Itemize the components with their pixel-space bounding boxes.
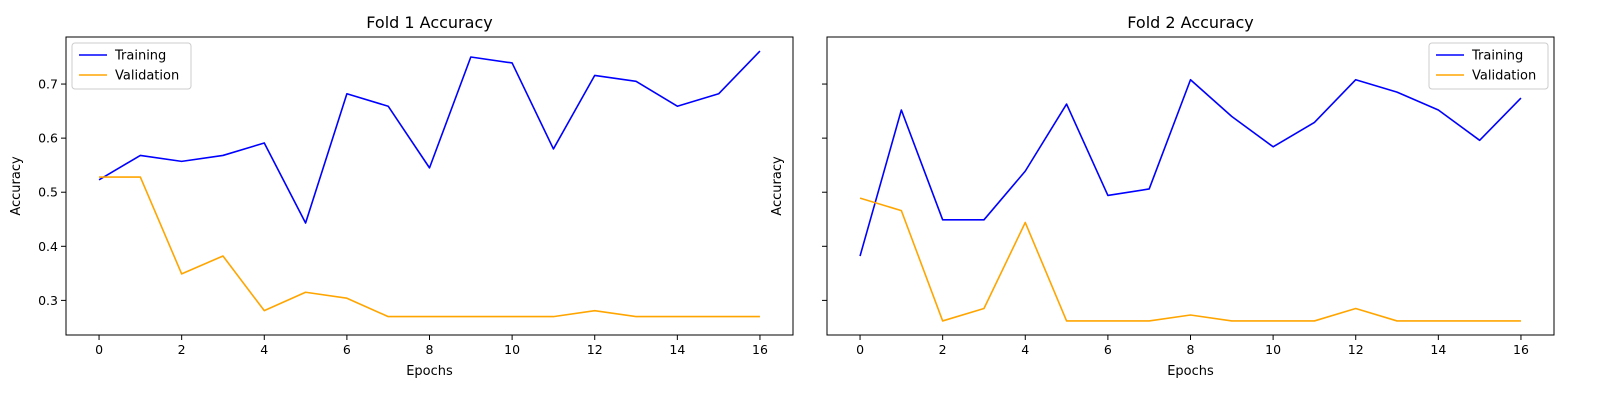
legend: Training Validation: [1428, 42, 1549, 90]
y-axis-label: Accuracy: [770, 156, 785, 216]
y-tick-label: 0.3: [38, 293, 58, 308]
y-tick-label: 0.7: [38, 77, 58, 92]
x-tick-label: 2: [939, 342, 947, 357]
x-tick-label: 2: [178, 342, 186, 357]
chart-title: Fold 1 Accuracy: [366, 13, 492, 32]
x-tick-label: 12: [587, 342, 603, 357]
x-tick-label: 14: [669, 342, 685, 357]
y-tick-label: 0.4: [38, 239, 58, 254]
x-tick-label: 16: [1513, 342, 1529, 357]
y-tick-label: 0.6: [38, 131, 58, 146]
x-tick-label: 10: [504, 342, 520, 357]
x-tick-label: 6: [1104, 342, 1112, 357]
x-tick-label: 14: [1430, 342, 1446, 357]
legend-label: Validation: [115, 69, 179, 84]
legend-label: Training: [1471, 49, 1523, 64]
x-tick-label: 10: [1265, 342, 1281, 357]
x-tick-label: 6: [343, 342, 351, 357]
x-axis-label: Epochs: [1167, 364, 1214, 379]
legend: Training Validation: [71, 42, 192, 90]
x-tick-label: 0: [95, 342, 103, 357]
series-line-validation: [859, 197, 1521, 322]
legend-label: Validation: [1472, 69, 1536, 84]
subplot-fold-1: Fold 1 Accuracy Epochs Accuracy 0 2 4 6 8 10 1…: [9, 13, 794, 379]
series-line-training: [98, 50, 761, 224]
x-tick-label: 4: [260, 342, 268, 357]
axes-frame: [65, 36, 794, 336]
x-tick-label: 8: [426, 342, 434, 357]
y-tick-label: 0.5: [38, 185, 58, 200]
series-line-validation: [99, 176, 760, 318]
x-tick-label: 0: [856, 342, 864, 357]
x-axis-label: Epochs: [406, 364, 453, 379]
series-line-training: [859, 78, 1522, 257]
legend-label: Training: [114, 49, 166, 64]
chart-title: Fold 2 Accuracy: [1127, 13, 1253, 32]
y-axis-label: Accuracy: [9, 156, 24, 216]
x-tick-label: 16: [752, 342, 768, 357]
x-tick-label: 4: [1021, 342, 1029, 357]
subplot-fold-2: Fold 2 Accuracy Epochs Accuracy 0 2 4 6 8 10 1…: [770, 13, 1555, 379]
axes-frame: [826, 36, 1555, 336]
x-tick-label: 12: [1348, 342, 1364, 357]
x-tick-label: 8: [1187, 342, 1195, 357]
